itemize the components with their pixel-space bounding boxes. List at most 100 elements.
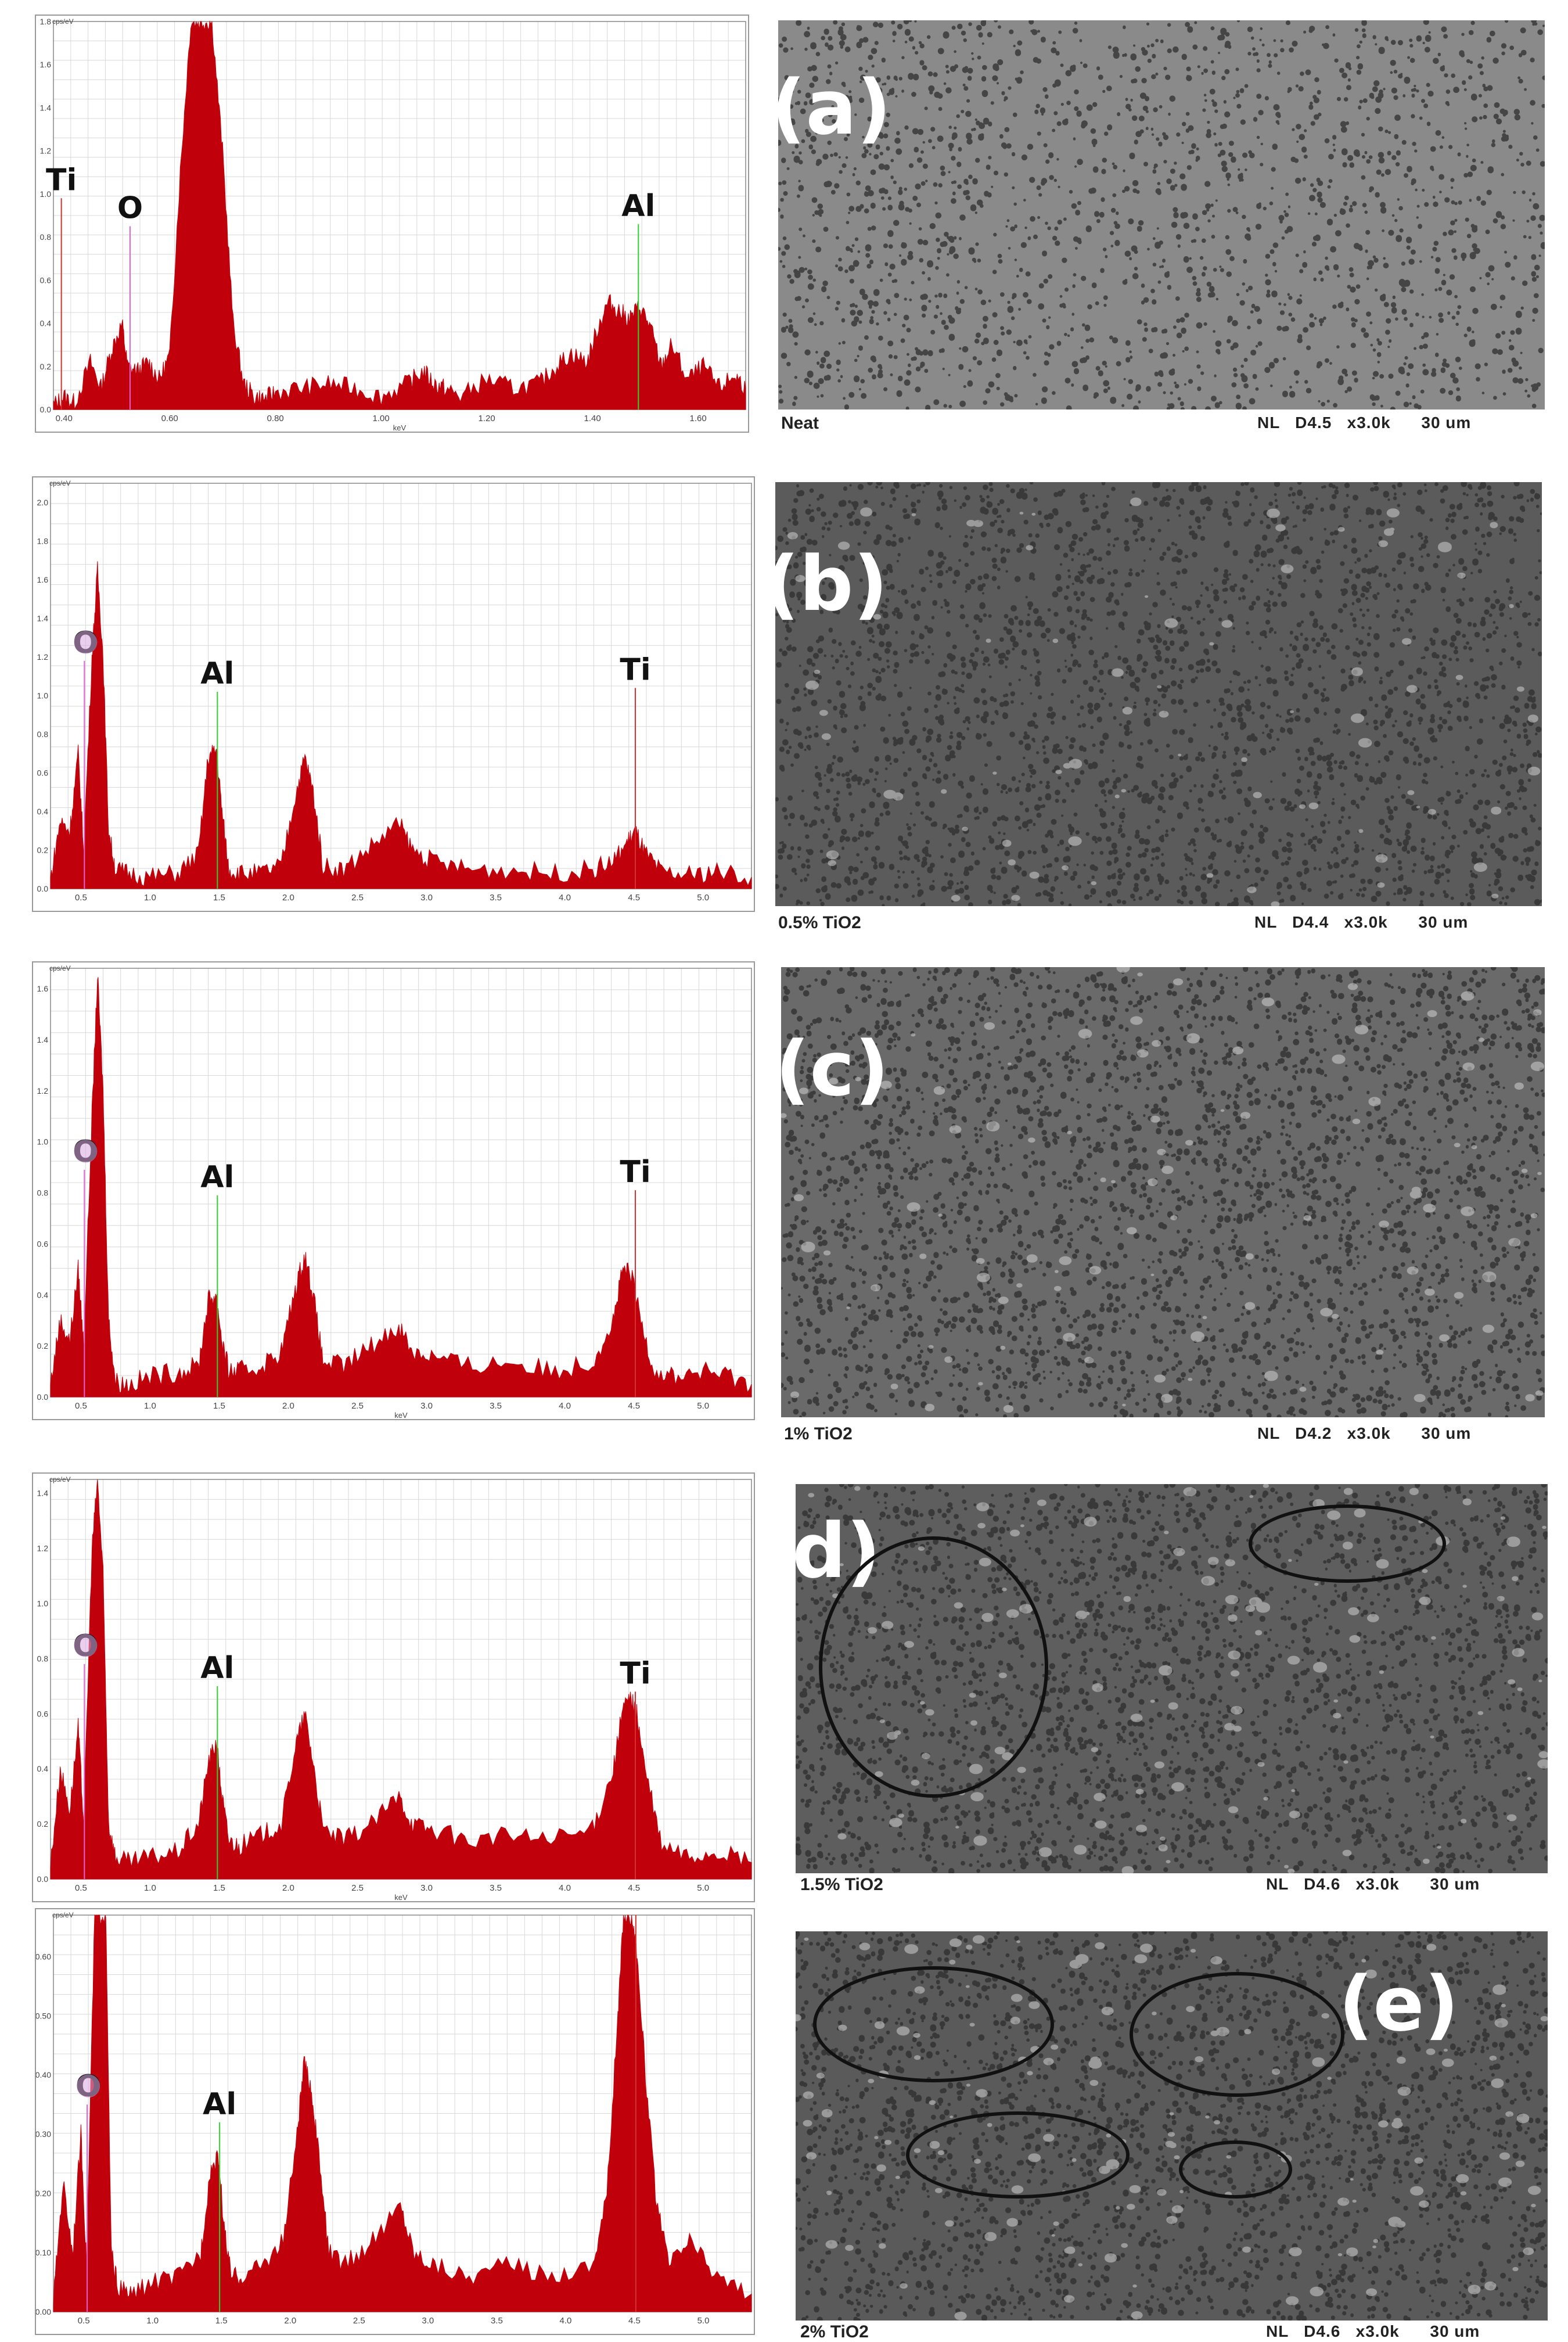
panel-label-c: (c): [781, 1031, 889, 1107]
y-tick-label: 2.0: [37, 498, 49, 507]
y-tick-label: 1.6: [37, 984, 49, 993]
sem-image-c: (c): [781, 967, 1545, 1417]
sem-texture-b: [775, 482, 1542, 906]
x-tick-label: 3.5: [490, 1401, 502, 1411]
y-axis-label: cps/eV: [49, 479, 71, 487]
eds-spectrum-e: 0.00 0.10 0.20 0.30 0.40 0.50 0.60 0.5 1.0 1.5 2.0…: [35, 1908, 755, 2335]
element-label-o: O: [117, 191, 143, 226]
eds-spectrum-d: 0.0 0.2 0.4 0.6 0.8 1.0 1.2 1.4 0.5 1.0 1.5 2.0 2.5 3…: [32, 1472, 755, 1902]
sem-footer-c: NL D4.2 x3.0k 30 um: [1257, 1424, 1471, 1443]
y-axis-label: cps/eV: [49, 1475, 71, 1483]
y-tick-label: 0.8: [37, 1188, 49, 1198]
x-tick-label: 5.0: [697, 1401, 709, 1411]
eds-spectrum-c: 0.0 0.2 0.4 0.6 0.8 1.0 1.2 1.4 1.6 0.5 1.0 1.5 2.0 2…: [32, 961, 755, 1420]
x-tick-label: 0.5: [75, 1883, 87, 1893]
sem-caption-a: Neat: [781, 414, 819, 433]
x-tick-label: 5.0: [697, 893, 709, 903]
x-tick-label: 1.5: [213, 893, 225, 903]
x-axis-label: keV: [393, 423, 407, 432]
y-tick-label: 0.00: [36, 2307, 51, 2316]
x-tick-label: 0.80: [267, 414, 284, 423]
x-tick-label: 5.0: [697, 2316, 710, 2326]
y-tick-label: 0.2: [40, 362, 52, 371]
y-tick-label: 0.40: [36, 2070, 51, 2079]
y-tick-label: 0.0: [37, 1392, 49, 1402]
x-tick-label: 0.5: [78, 2316, 90, 2326]
x-tick-label: 4.5: [628, 1883, 640, 1893]
x-tick-label: 4.5: [628, 893, 640, 903]
y-tick-label: 1.8: [37, 537, 49, 546]
y-tick-label: 0.6: [37, 1239, 49, 1248]
y-tick-label: 1.6: [40, 60, 52, 69]
panel-label-b: (b): [775, 546, 888, 622]
y-tick-label: 0.8: [40, 232, 52, 242]
x-tick-label: 3.0: [422, 2316, 434, 2326]
y-axis-label: cps/eV: [52, 17, 74, 26]
element-label-ti: Ti: [46, 163, 77, 197]
y-tick-label: 0.6: [37, 1709, 49, 1718]
y-tick-label: 0.0: [37, 1874, 49, 1884]
sem-image-d: d): [796, 1484, 1548, 1873]
x-tick-label: 2.5: [351, 893, 364, 903]
y-axis-label: cps/eV: [52, 1911, 74, 1919]
x-tick-label: 0.5: [75, 1401, 87, 1411]
agglomerate-circle-3: [906, 2111, 1130, 2199]
y-tick-label: 1.4: [37, 1035, 49, 1044]
x-tick-label: 3.5: [490, 1883, 502, 1893]
x-tick-label: 2.0: [282, 1883, 294, 1893]
y-tick-label: 1.2: [37, 652, 49, 662]
x-tick-label: 0.60: [161, 414, 178, 423]
y-tick-label: 1.4: [37, 1489, 49, 1498]
element-label-ti: Ti: [620, 1909, 651, 1914]
agglomerate-circle-2: [1130, 1972, 1344, 2097]
x-tick-label: 4.5: [628, 2316, 641, 2326]
sem-footer-a: NL D4.5 x3.0k 30 um: [1257, 414, 1471, 432]
x-tick-label: 3.5: [491, 2316, 503, 2326]
eds-spectrum-b: 0.0 0.2 0.4 0.6 0.8 1.0 1.2 1.4 1.6 1.8 2.0 0.5 1.0 1…: [32, 476, 755, 912]
element-label-al: Al: [200, 1651, 234, 1686]
x-axis-label: keV: [394, 1411, 408, 1420]
y-tick-label: 1.0: [37, 1599, 49, 1608]
element-label-al: Al: [200, 1160, 234, 1195]
oxygen-label-highlight: [74, 631, 97, 654]
x-tick-label: 2.0: [282, 893, 294, 903]
y-tick-label: 0.2: [37, 846, 49, 855]
agglomerate-circle-4: [1179, 2140, 1292, 2199]
y-tick-label: 0.4: [37, 807, 49, 816]
eds-plot-e: 0.000.100.200.300.400.500.600.5 1.0 1.5 2.0…: [36, 1909, 756, 2336]
sem-footer-e: NL D4.6 x3.0k 30 um: [1266, 2322, 1480, 2341]
x-tick-label: 4.0: [559, 1401, 571, 1411]
x-tick-label: 0.5: [75, 893, 87, 903]
y-tick-label: 1.8: [40, 17, 52, 26]
x-tick-label: 3.0: [420, 1883, 433, 1893]
oxygen-label-highlight: [74, 1634, 97, 1657]
sem-footer-d: NL D4.6 x3.0k 30 um: [1266, 1875, 1480, 1894]
x-tick-label: 1.5: [213, 1883, 225, 1893]
agglomerate-circle-1: [819, 1536, 1048, 1798]
sem-caption-c: 1% TiO2: [784, 1424, 853, 1444]
y-tick-label: 0.50: [36, 2011, 51, 2020]
x-tick-label: 2.5: [351, 1401, 364, 1411]
y-tick-label: 0.60: [36, 1952, 51, 1961]
x-tick-label: 1.5: [215, 2316, 228, 2326]
element-label-al: Al: [621, 189, 655, 224]
x-tick-label: 1.20: [479, 414, 495, 423]
sem-texture-c: [781, 967, 1545, 1417]
eds-spectrum-a: 0.0 0.2 0.4 0.6 0.8 1.0 1.2 1.4 1.6 1.8 0.40 0.60 0.…: [35, 15, 749, 433]
y-tick-label: 1.2: [37, 1086, 49, 1095]
oxygen-label-highlight: [77, 2074, 100, 2097]
x-tick-label: 4.0: [560, 2316, 572, 2326]
eds-plot-d: 0.00.20.40.60.81.01.21.40.5 1.0 1.5 2.0 2.5 3…: [33, 1474, 756, 1903]
sem-image-a: (a): [778, 20, 1545, 410]
x-tick-label: 1.0: [144, 1883, 156, 1893]
x-tick-label: 0.40: [56, 414, 73, 423]
y-tick-label: 0.2: [37, 1341, 49, 1350]
element-label-ti: Ti: [620, 1656, 650, 1691]
y-tick-label: 0.2: [37, 1819, 49, 1829]
oxygen-label-highlight: [74, 1140, 97, 1163]
agglomerate-circle-1: [813, 1966, 1054, 2082]
x-tick-label: 5.0: [697, 1883, 709, 1893]
x-tick-label: 2.5: [353, 2316, 365, 2326]
sem-texture-a: [778, 20, 1545, 410]
x-tick-label: 1.0: [144, 1401, 156, 1411]
